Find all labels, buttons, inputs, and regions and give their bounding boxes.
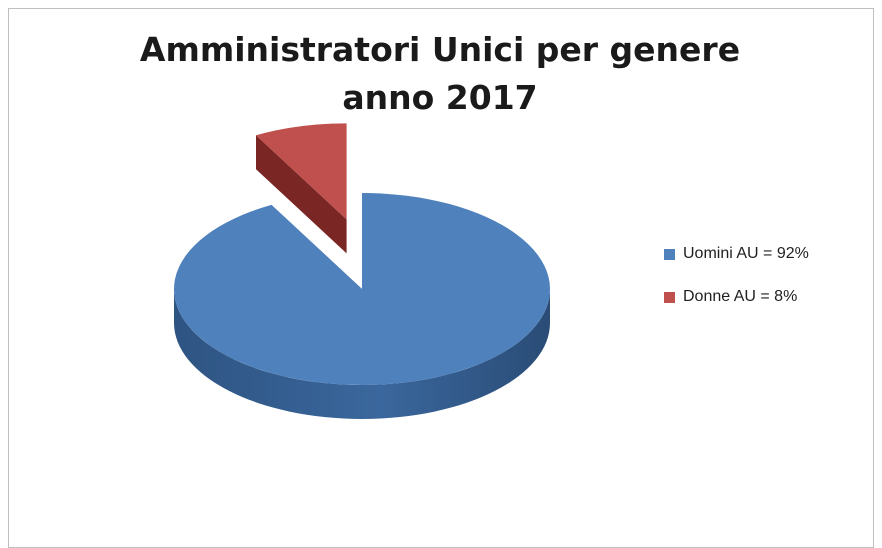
pie-chart [173, 123, 550, 419]
pie-top-donne [256, 123, 347, 220]
legend-label-donne: Donne AU = 8% [683, 288, 798, 305]
pie-cut-face-donne-0 [256, 135, 347, 254]
legend-item-donne: Donne AU = 8% [664, 286, 809, 308]
pie-top-uomini [173, 193, 550, 385]
legend: Uomini AU = 92% Donne AU = 8% [664, 243, 809, 329]
legend-swatch-donne [664, 291, 675, 303]
chart-title: Amministratori Unici per genere anno 201… [100, 26, 780, 122]
pie-slice-donne [256, 123, 347, 254]
legend-item-uomini: Uomini AU = 92% [664, 243, 809, 265]
pie-side-wall-uomini [174, 289, 550, 419]
chart-title-line-2: anno 2017 [342, 78, 538, 117]
chart-title-line-1: Amministratori Unici per genere [139, 30, 741, 69]
legend-label-uomini: Uomini AU = 92% [683, 245, 809, 262]
pie-slice-uomini [173, 193, 550, 419]
legend-swatch-uomini [664, 248, 675, 260]
